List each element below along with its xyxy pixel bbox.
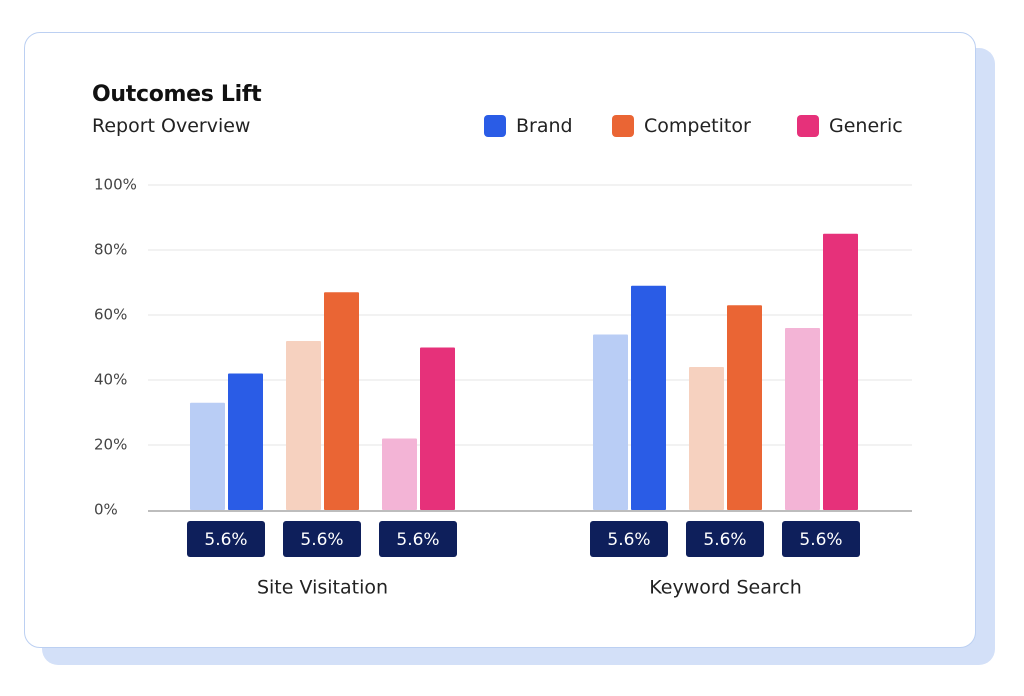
bar-baseline	[785, 328, 820, 510]
lift-badge	[686, 521, 764, 557]
chart-title: Outcomes Lift	[92, 82, 262, 107]
bar-baseline	[593, 334, 628, 510]
lift-badge-label: 5.6%	[799, 530, 842, 550]
lift-badge-label: 5.6%	[396, 530, 439, 550]
lift-badge	[283, 521, 361, 557]
lift-badge-label: 5.6%	[300, 530, 343, 550]
legend-item-brand: Brand	[484, 115, 573, 137]
category-label: Keyword Search	[649, 577, 801, 599]
bar-value	[631, 285, 666, 510]
bar-baseline	[190, 402, 225, 510]
lift-badge-label: 5.6%	[204, 530, 247, 550]
legend-swatch-brand	[484, 115, 506, 137]
legend-swatch-competitor	[612, 115, 634, 137]
lift-badge-label: 5.6%	[607, 530, 650, 550]
bar-baseline	[286, 341, 321, 510]
lift-badge	[590, 521, 668, 557]
y-tick-label: 80%	[94, 241, 127, 259]
bar-value	[727, 305, 762, 510]
lift-badge	[187, 521, 265, 557]
y-tick-label: 0%	[94, 501, 118, 519]
bar-baseline	[689, 367, 724, 510]
legend-label-brand: Brand	[516, 115, 573, 137]
y-tick-label: 60%	[94, 306, 127, 324]
legend-label-generic: Generic	[829, 115, 903, 137]
bar-value	[420, 347, 455, 510]
legend-item-competitor: Competitor	[612, 115, 751, 137]
bar-value	[324, 292, 359, 510]
lift-badge-label: 5.6%	[703, 530, 746, 550]
category-label: Site Visitation	[257, 577, 388, 599]
lift-badge	[782, 521, 860, 557]
y-tick-label: 20%	[94, 436, 127, 454]
bar-value	[228, 373, 263, 510]
legend-label-competitor: Competitor	[644, 115, 751, 137]
y-tick-label: 100%	[94, 176, 137, 194]
bar-baseline	[382, 438, 417, 510]
legend-swatch-generic	[797, 115, 819, 137]
bar-value	[823, 233, 858, 510]
chart-subtitle: Report Overview	[92, 115, 251, 137]
lift-badge	[379, 521, 457, 557]
y-tick-label: 40%	[94, 371, 127, 389]
legend-item-generic: Generic	[797, 115, 903, 137]
